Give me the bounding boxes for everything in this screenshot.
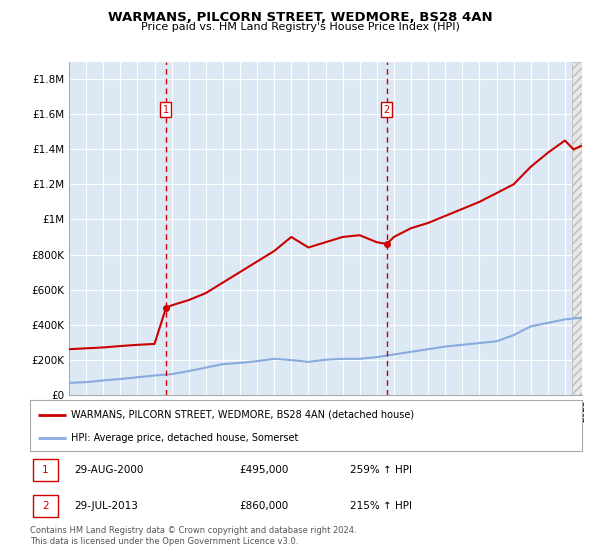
Text: 259% ↑ HPI: 259% ↑ HPI — [350, 465, 412, 475]
Text: 29-AUG-2000: 29-AUG-2000 — [74, 465, 143, 475]
Text: Contains HM Land Registry data © Crown copyright and database right 2024.
This d: Contains HM Land Registry data © Crown c… — [30, 526, 356, 546]
Text: HPI: Average price, detached house, Somerset: HPI: Average price, detached house, Some… — [71, 433, 299, 443]
FancyBboxPatch shape — [33, 459, 58, 481]
Bar — [572, 62, 582, 395]
Text: 215% ↑ HPI: 215% ↑ HPI — [350, 501, 412, 511]
Text: 2: 2 — [42, 501, 49, 511]
Text: 1: 1 — [163, 105, 169, 115]
Text: 1: 1 — [42, 465, 49, 475]
Text: WARMANS, PILCORN STREET, WEDMORE, BS28 4AN (detached house): WARMANS, PILCORN STREET, WEDMORE, BS28 4… — [71, 409, 415, 419]
Text: 29-JUL-2013: 29-JUL-2013 — [74, 501, 138, 511]
Text: £860,000: £860,000 — [240, 501, 289, 511]
Text: 2: 2 — [383, 105, 390, 115]
Text: £495,000: £495,000 — [240, 465, 289, 475]
FancyBboxPatch shape — [33, 495, 58, 517]
Text: Price paid vs. HM Land Registry's House Price Index (HPI): Price paid vs. HM Land Registry's House … — [140, 22, 460, 32]
Text: WARMANS, PILCORN STREET, WEDMORE, BS28 4AN: WARMANS, PILCORN STREET, WEDMORE, BS28 4… — [107, 11, 493, 24]
